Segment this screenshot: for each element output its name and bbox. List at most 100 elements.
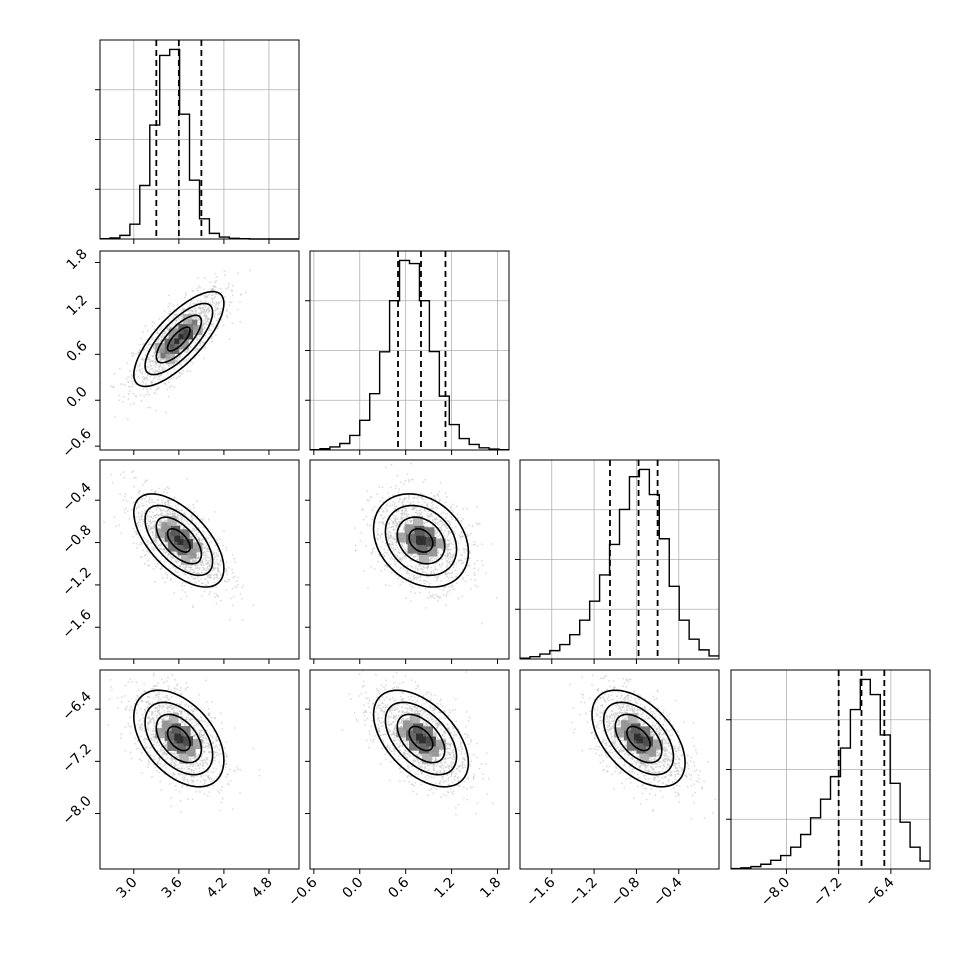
scatter-point bbox=[402, 529, 405, 531]
scatter-point bbox=[206, 566, 209, 569]
scatter-point bbox=[435, 516, 438, 519]
scatter-point bbox=[190, 705, 193, 708]
panel-frame bbox=[99, 459, 300, 660]
scatter-point bbox=[204, 562, 207, 564]
scatter-point bbox=[235, 586, 238, 589]
scatter-point bbox=[151, 501, 153, 504]
scatter-point bbox=[171, 322, 174, 325]
scatter-point bbox=[166, 486, 169, 489]
scatter-point bbox=[142, 359, 145, 362]
scatter-point bbox=[177, 560, 180, 563]
scatter-point bbox=[170, 577, 173, 580]
scatter-point bbox=[438, 500, 441, 503]
scatter-point bbox=[442, 594, 445, 597]
scatter-point bbox=[399, 567, 402, 570]
scatter-point bbox=[137, 523, 140, 526]
scatter-point bbox=[368, 524, 371, 527]
scatter-point bbox=[143, 348, 146, 350]
scatter-point bbox=[204, 720, 207, 723]
scatter-point bbox=[196, 536, 199, 538]
scatter-point bbox=[384, 507, 387, 509]
scatter-point bbox=[113, 372, 116, 375]
scatter-point bbox=[213, 576, 216, 579]
scatter-point bbox=[426, 514, 429, 517]
scatter-point bbox=[139, 525, 142, 527]
scatter-point bbox=[126, 362, 129, 364]
scatter-point bbox=[178, 363, 181, 365]
scatter-point bbox=[381, 486, 384, 489]
scatter-point bbox=[229, 780, 232, 783]
scatter-point bbox=[122, 471, 125, 473]
scatter-point bbox=[168, 783, 171, 785]
scatter-point bbox=[202, 543, 205, 546]
histogram-step bbox=[731, 678, 930, 870]
scatter-point bbox=[142, 520, 144, 523]
scatter-point bbox=[361, 508, 364, 511]
scatter-point bbox=[474, 579, 477, 581]
scatter-point bbox=[405, 522, 407, 525]
scatter-point bbox=[168, 509, 171, 512]
scatter-point bbox=[393, 563, 396, 566]
scatter-point bbox=[380, 569, 383, 572]
scatter-point bbox=[193, 317, 196, 320]
scatter-point bbox=[435, 536, 438, 539]
scatter-point bbox=[458, 559, 460, 561]
scatter-point bbox=[215, 539, 218, 541]
scatter-point bbox=[451, 509, 453, 512]
scatter-point bbox=[183, 710, 186, 713]
scatter-point bbox=[468, 524, 471, 527]
scatter-point bbox=[208, 308, 211, 311]
scatter-point bbox=[436, 518, 439, 521]
scatter-point bbox=[213, 551, 216, 554]
scatter-point bbox=[208, 541, 211, 544]
scatter-point bbox=[143, 683, 146, 686]
scatter-point bbox=[419, 567, 422, 570]
scatter-point bbox=[165, 680, 168, 683]
scatter-point bbox=[219, 574, 222, 577]
scatter-point bbox=[441, 522, 443, 524]
scatter-point bbox=[152, 727, 155, 730]
scatter-point bbox=[147, 564, 150, 567]
scatter-point bbox=[441, 520, 443, 523]
scatter-point bbox=[198, 579, 200, 582]
scatter-point bbox=[187, 357, 190, 360]
scatter-point bbox=[187, 714, 190, 717]
scatter-point bbox=[162, 508, 165, 511]
scatter-point bbox=[136, 546, 139, 549]
histogram-panel-2 bbox=[515, 459, 720, 660]
scatter-point bbox=[142, 375, 145, 378]
scatter-point bbox=[477, 569, 480, 571]
scatter-point bbox=[210, 323, 213, 325]
scatter-point bbox=[401, 504, 404, 507]
scatter-point bbox=[184, 777, 186, 779]
scatter-point bbox=[204, 546, 207, 549]
scatter-point bbox=[377, 560, 380, 563]
scatter-point bbox=[213, 578, 216, 580]
scatter-point bbox=[447, 539, 449, 542]
scatter-point bbox=[186, 477, 188, 480]
scatter-point bbox=[202, 768, 205, 770]
scatter-point bbox=[215, 280, 218, 282]
scatter-point bbox=[431, 505, 433, 508]
scatter-point bbox=[386, 527, 389, 530]
scatter-point bbox=[172, 309, 175, 311]
scatter-point bbox=[393, 558, 396, 561]
scatter-point bbox=[462, 561, 465, 564]
scatter-point bbox=[406, 550, 408, 553]
scatter-point bbox=[376, 530, 379, 533]
scatter-point bbox=[451, 526, 454, 529]
scatter-point bbox=[141, 518, 143, 520]
scatter-point bbox=[427, 596, 429, 599]
scatter-point bbox=[234, 560, 237, 563]
scatter-point bbox=[196, 289, 199, 292]
scatter-point bbox=[180, 315, 182, 318]
scatter-point bbox=[206, 771, 209, 773]
density-cell bbox=[418, 555, 429, 565]
scatter-point bbox=[394, 533, 397, 535]
scatter-point bbox=[201, 595, 203, 598]
scatter-point bbox=[416, 567, 419, 570]
scatter-point bbox=[155, 565, 158, 568]
scatter-point bbox=[160, 554, 163, 557]
scatter-point bbox=[159, 364, 161, 366]
scatter-point bbox=[201, 582, 203, 585]
